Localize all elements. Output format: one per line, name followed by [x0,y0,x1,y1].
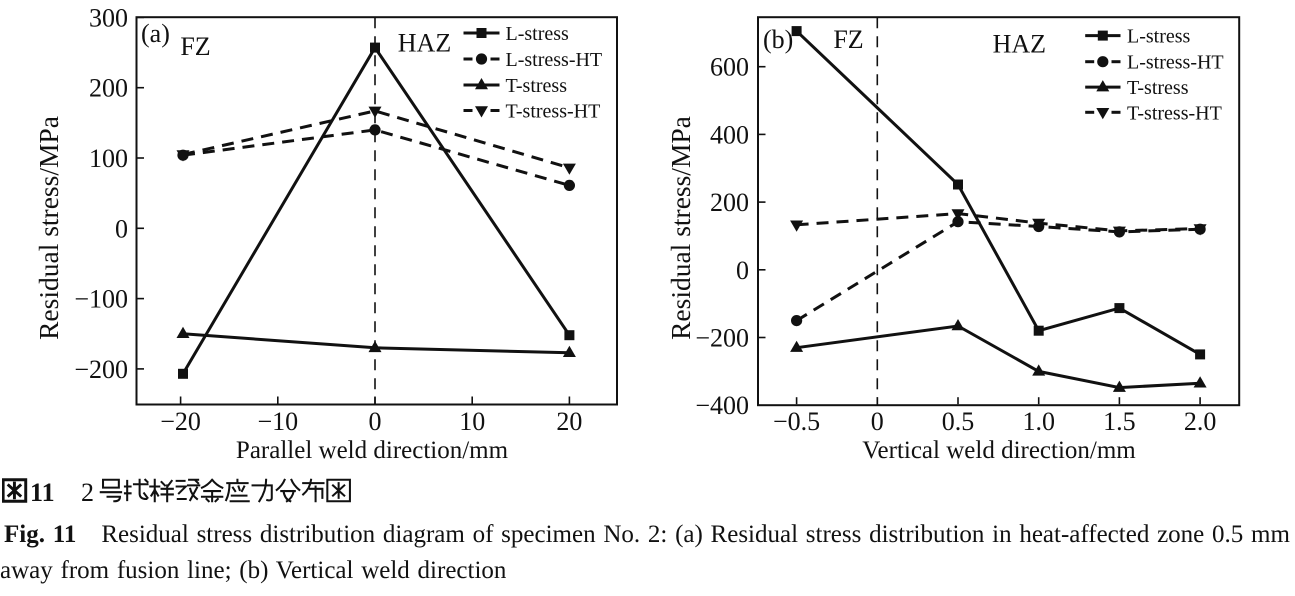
svg-text:1.5: 1.5 [1103,407,1136,436]
svg-text:300: 300 [89,3,128,32]
svg-text:20: 20 [556,407,582,436]
svg-text:0.5: 0.5 [942,407,975,436]
svg-text:Residual stress/MPa: Residual stress/MPa [33,116,64,340]
svg-text:−200: −200 [74,355,128,384]
svg-text:−400: −400 [695,391,749,420]
svg-text:(b): (b) [763,25,793,54]
svg-text:−10: −10 [257,407,298,436]
svg-text:600: 600 [710,53,749,82]
svg-text:1.0: 1.0 [1022,407,1055,436]
svg-text:−100: −100 [74,285,128,314]
svg-text:10: 10 [459,407,485,436]
svg-text:T-stress-HT: T-stress-HT [506,101,601,123]
svg-text:T-stress: T-stress [1127,77,1189,99]
svg-text:400: 400 [710,120,749,149]
svg-text:L-stress-HT: L-stress-HT [1127,52,1224,74]
svg-text:(a): (a) [141,19,170,48]
svg-text:T-stress-HT: T-stress-HT [1127,102,1222,124]
svg-text:−200: −200 [695,324,749,353]
svg-text:200: 200 [89,74,128,103]
svg-text:200: 200 [710,188,749,217]
svg-text:Parallel weld direction/mm: Parallel weld direction/mm [236,437,509,464]
svg-text:L-stress-HT: L-stress-HT [506,49,603,71]
svg-text:−20: −20 [160,407,201,436]
svg-text:2.0: 2.0 [1184,407,1217,436]
svg-text:L-stress: L-stress [506,23,570,45]
svg-text:0: 0 [871,407,884,436]
svg-text:Vertical weld direction/mm: Vertical weld direction/mm [862,437,1136,464]
svg-text:0: 0 [736,256,749,285]
svg-text:T-stress: T-stress [506,75,568,97]
svg-text:100: 100 [89,144,128,173]
svg-text:0: 0 [369,407,382,436]
svg-text:11: 11 [30,478,55,507]
svg-text:FZ: FZ [833,25,863,54]
svg-text:2: 2 [81,478,94,507]
svg-text:FZ: FZ [180,32,210,61]
svg-text:Residual stress/MPa: Residual stress/MPa [665,116,696,340]
svg-text:−0.5: −0.5 [773,407,820,436]
svg-text:0: 0 [115,214,128,243]
svg-text:HAZ: HAZ [993,30,1046,59]
svg-text:HAZ: HAZ [398,29,451,58]
svg-text:L-stress: L-stress [1127,26,1191,48]
